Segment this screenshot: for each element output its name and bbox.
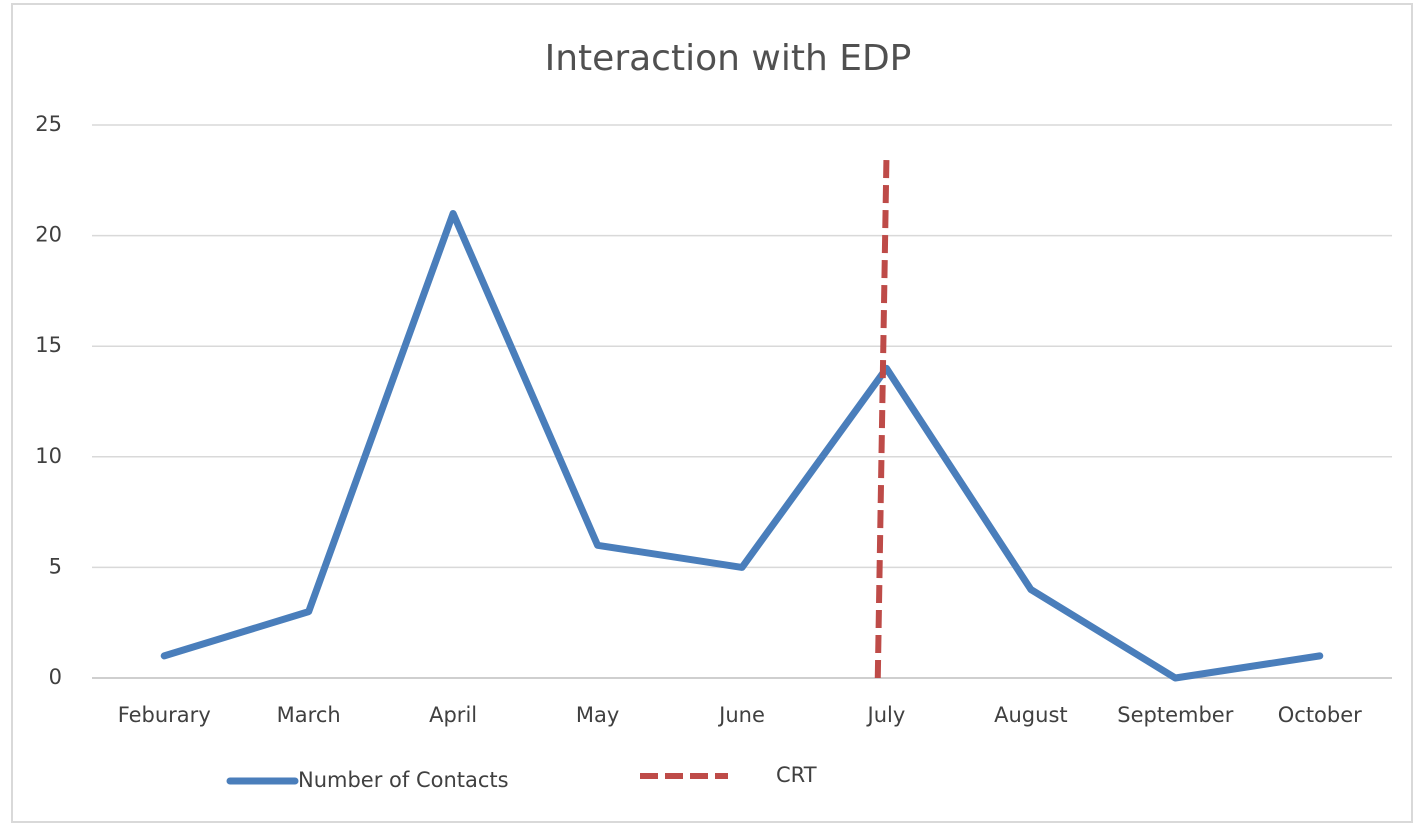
chart-border xyxy=(11,3,1413,823)
y-tick-label: 5 xyxy=(49,554,62,578)
x-tick-label: September xyxy=(1117,703,1233,727)
x-tick-label: March xyxy=(277,703,341,727)
x-tick-label: April xyxy=(429,703,477,727)
x-tick-label: October xyxy=(1278,703,1362,727)
legend-label: CRT xyxy=(776,763,817,787)
x-tick-label: June xyxy=(717,703,765,727)
series-line xyxy=(160,209,1324,682)
legend-label: Number of Contacts xyxy=(298,768,509,792)
y-tick-label: 10 xyxy=(35,444,62,468)
x-tick-label: Feburary xyxy=(118,703,211,727)
x-tick-label: August xyxy=(994,703,1068,727)
x-tick-label: July xyxy=(866,703,906,727)
y-tick-label: 15 xyxy=(35,333,62,357)
series-line xyxy=(874,158,890,679)
y-tick-label: 25 xyxy=(35,112,62,136)
x-tick-label: May xyxy=(576,703,619,727)
y-tick-label: 20 xyxy=(35,223,62,247)
chart-title: Interaction with EDP xyxy=(545,38,912,79)
y-tick-label: 0 xyxy=(49,665,62,689)
